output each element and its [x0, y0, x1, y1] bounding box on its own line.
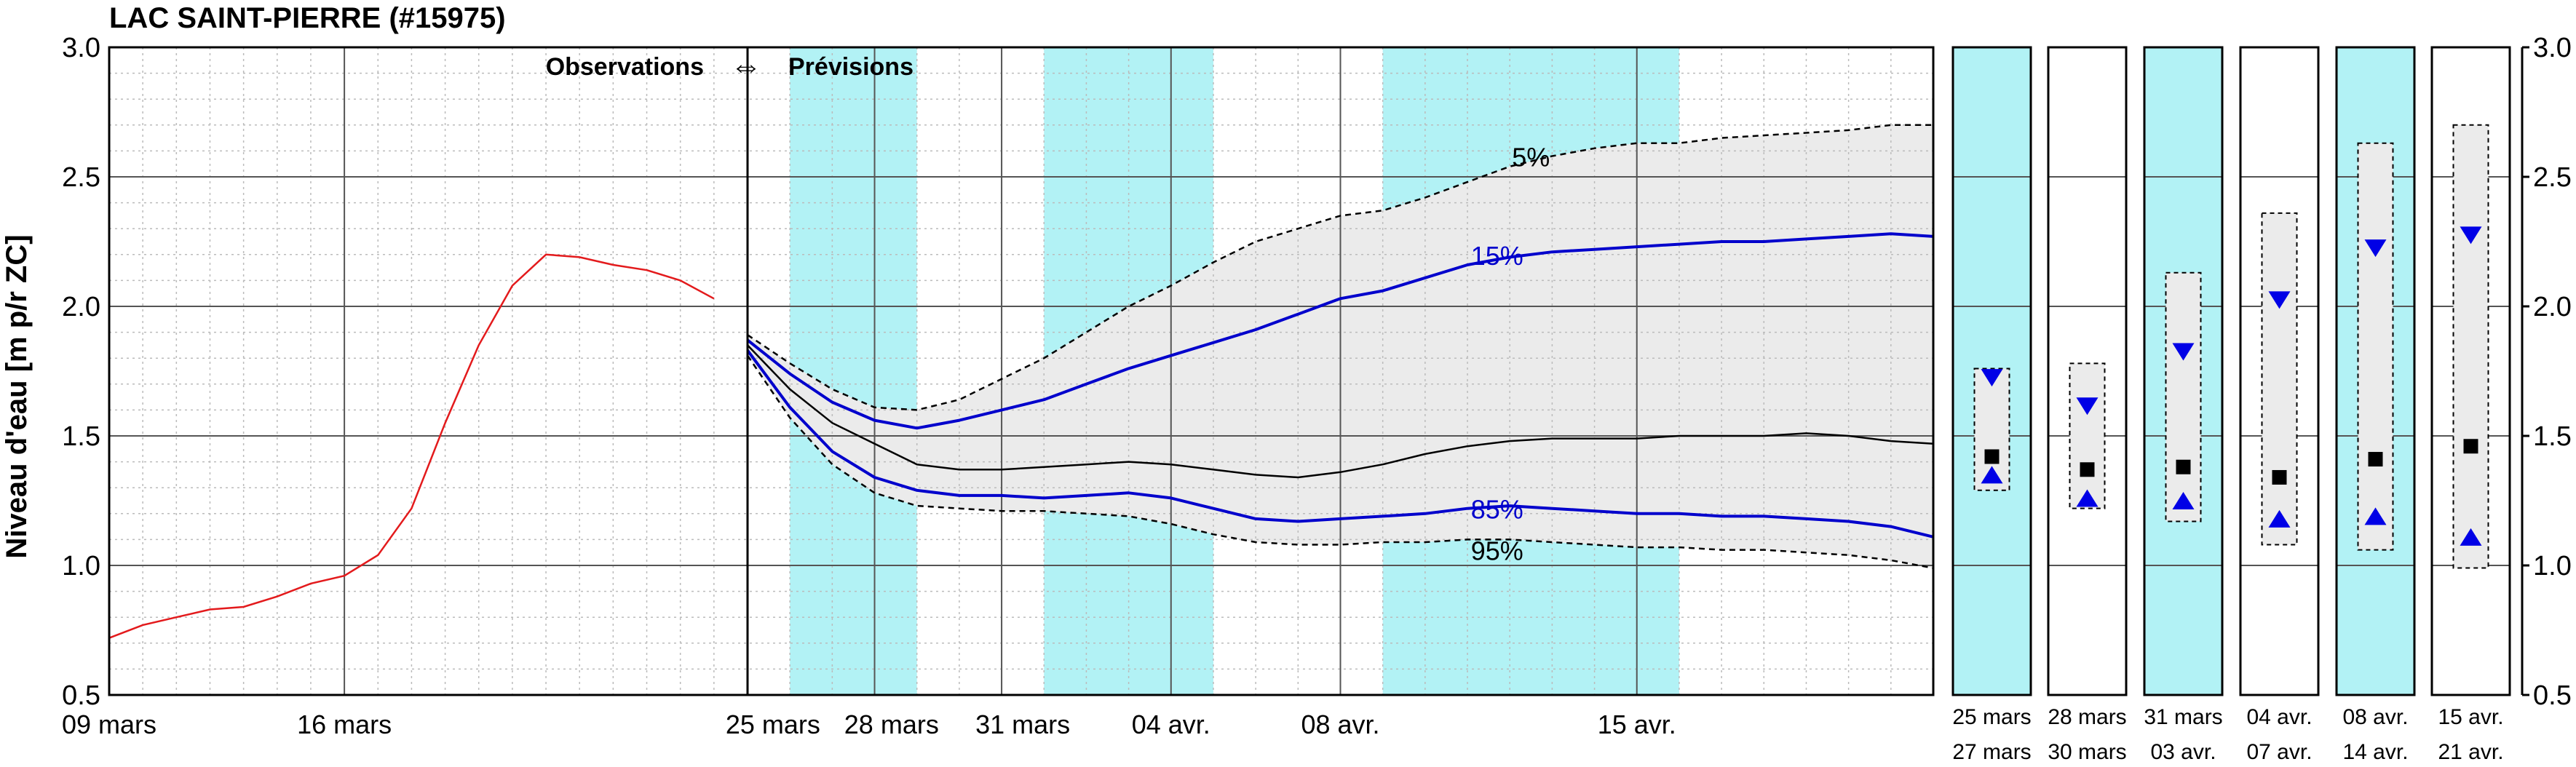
right-y-tick-label: 1.5: [2533, 421, 2572, 452]
summary-period-start: 31 mars: [2144, 705, 2222, 729]
forecast-shade-0: [790, 47, 917, 695]
summary-panel-5: 15 avr. 21 avr.: [2430, 46, 2511, 764]
y-tick-label: 2.5: [62, 162, 100, 193]
summary-p85-marker: [1981, 466, 2003, 484]
summary-period-end: 21 avr.: [2438, 740, 2503, 764]
summary-period-start: 25 mars: [1952, 705, 2031, 729]
summary-period-start: 28 mars: [2048, 705, 2126, 729]
summary-range-box: [2261, 212, 2298, 546]
y-tick-label: 1.0: [62, 551, 100, 581]
summary-period-end: 14 avr.: [2342, 740, 2408, 764]
summary-median-marker: [1984, 449, 2000, 464]
summary-median-marker: [2368, 452, 2383, 467]
summary-panel-frame: [2335, 46, 2416, 696]
summary-range-box: [2452, 124, 2489, 569]
summary-period-end: 03 avr.: [2150, 740, 2216, 764]
summary-period-start: 04 avr.: [2246, 705, 2312, 729]
summary-panel-2: 31 mars 03 avr.: [2143, 46, 2224, 764]
summary-period-start: 08 avr.: [2342, 705, 2408, 729]
x-tick-label: 15 avr.: [1598, 710, 1676, 739]
y-axis-label: Niveau d'eau [m p/r ZC]: [1, 234, 33, 558]
summary-p15-marker: [1981, 369, 2003, 387]
annotation-previsions: Prévisions: [788, 53, 914, 81]
summary-median-marker: [2080, 462, 2095, 477]
percentile-label: 15%: [1471, 241, 1523, 271]
summary-p15-marker: [2460, 226, 2482, 245]
summary-p15-marker: [2364, 239, 2387, 258]
annotation-arrow: ⇔: [730, 48, 762, 84]
summary-p15-marker: [2172, 343, 2195, 361]
summary-panel-frame: [2047, 46, 2128, 696]
right-y-tick-label: 2.0: [2533, 292, 2572, 322]
x-tick-label: 28 mars: [844, 710, 939, 739]
observed-line: [108, 253, 715, 639]
summary-panel-frame: [2430, 46, 2511, 696]
chart-title: LAC SAINT-PIERRE (#15975): [109, 2, 506, 34]
right-y-tick-label: 1.0: [2533, 551, 2572, 581]
summary-range-box: [2357, 142, 2394, 551]
y-tick-label: 2.0: [62, 292, 100, 322]
summary-panel-frame: [2143, 46, 2224, 696]
percentile-label: 5%: [1512, 143, 1550, 172]
summary-p85-marker: [2076, 489, 2099, 507]
right-y-tick-label: 3.0: [2533, 33, 2572, 63]
summary-p85-marker: [2172, 492, 2195, 509]
percentile-label: 95%: [1471, 536, 1523, 566]
summary-median-marker: [2176, 459, 2191, 474]
summary-panel-3: 04 avr. 07 avr.: [2239, 46, 2320, 764]
x-tick-label: 08 avr.: [1301, 710, 1379, 739]
series-85pct: [746, 349, 1934, 539]
summary-period-end: 30 mars: [2048, 740, 2126, 764]
x-tick-label: 04 avr.: [1132, 710, 1210, 739]
right-y-tick-label: 0.5: [2533, 680, 2572, 711]
summary-period-end: 27 mars: [1952, 740, 2031, 764]
summary-p85-marker: [2268, 509, 2291, 528]
y-tick-label: 3.0: [62, 33, 100, 63]
y-tick-label: 0.5: [62, 680, 100, 711]
summary-median-marker: [2272, 469, 2287, 485]
summary-panel-frame: [2239, 46, 2320, 696]
x-tick-label: 25 mars: [726, 710, 820, 739]
summary-p85-marker: [2364, 507, 2387, 525]
summary-panel-frame: [1951, 46, 2032, 696]
series-5pct: [747, 124, 1933, 411]
x-tick-label: 09 mars: [62, 710, 156, 739]
summary-period-end: 07 avr.: [2246, 740, 2312, 764]
summary-p85-marker: [2460, 528, 2482, 546]
summary-panel-1: 28 mars 30 mars: [2047, 46, 2128, 764]
series-50pct: [747, 344, 1934, 479]
summary-period-start: 15 avr.: [2438, 705, 2503, 729]
summary-range-box: [2069, 362, 2106, 509]
percentile-label: 85%: [1471, 495, 1523, 525]
summary-panel-0: 25 mars 27 mars: [1951, 46, 2032, 764]
summary-panel-4: 08 avr. 14 avr.: [2335, 46, 2416, 764]
y-tick-label: 1.5: [62, 421, 100, 452]
summary-range-box: [2165, 271, 2202, 522]
x-tick-label: 16 mars: [297, 710, 392, 739]
plot-frame: [108, 46, 1935, 696]
right-y-tick-label: 2.5: [2533, 162, 2572, 193]
series-15pct: [746, 232, 1934, 430]
summary-p15-marker: [2268, 291, 2291, 309]
x-tick-label: 31 mars: [975, 710, 1070, 739]
summary-median-marker: [2463, 439, 2478, 454]
summary-p15-marker: [2076, 397, 2099, 416]
annotation-observations: Observations: [546, 53, 704, 81]
